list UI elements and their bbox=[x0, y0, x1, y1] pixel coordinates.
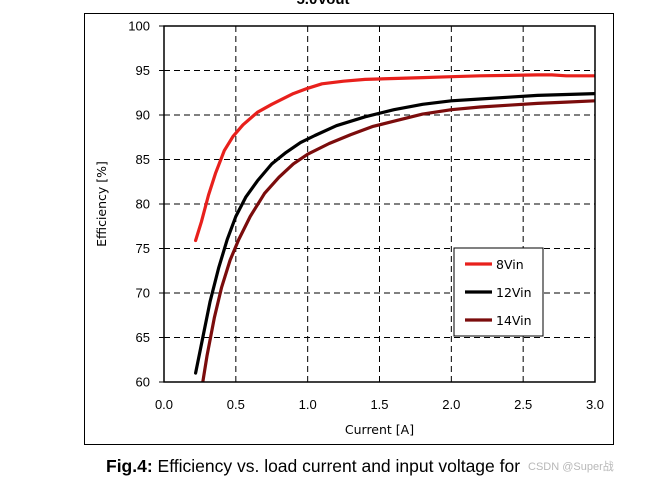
y-tick-label: 80 bbox=[136, 197, 150, 212]
figure-frame: 0.0 0.5 1.0 1.5 2.0 2.5 3.0 60 65 70 75 80 85 90 95 100… bbox=[84, 13, 614, 445]
y-tick-label: 90 bbox=[136, 108, 150, 123]
y-tick-label: 85 bbox=[136, 152, 150, 167]
chart-title-fragment: 5.0Vout bbox=[0, 0, 646, 8]
y-tick-label: 100 bbox=[128, 19, 150, 34]
x-tick-label: 0.5 bbox=[227, 397, 245, 412]
x-tick-label: 3.0 bbox=[586, 397, 604, 412]
series-line-12vin bbox=[193, 91, 595, 375]
legend-label-12vin: 12Vin bbox=[496, 285, 532, 300]
y-tick-label: 60 bbox=[136, 375, 150, 390]
x-tick-label: 2.0 bbox=[442, 397, 460, 412]
x-tick-label: 1.5 bbox=[370, 397, 388, 412]
legend-label-8vin: 8Vin bbox=[496, 257, 524, 272]
figure-caption: Fig.4: Efficiency vs. load current and i… bbox=[106, 456, 520, 477]
y-axis-label: Efficiency [%] bbox=[94, 161, 109, 247]
legend: 8Vin 12Vin 14Vin bbox=[453, 247, 544, 337]
y-tick-label: 70 bbox=[136, 286, 150, 301]
series-line-8vin bbox=[193, 73, 595, 243]
grid bbox=[164, 26, 595, 382]
tick-labels: 0.0 0.5 1.0 1.5 2.0 2.5 3.0 60 65 70 75 80 85 90 95 100 bbox=[128, 19, 604, 413]
legend-label-14vin: 14Vin bbox=[496, 313, 532, 328]
y-tick-label: 75 bbox=[136, 241, 150, 256]
efficiency-chart: 0.0 0.5 1.0 1.5 2.0 2.5 3.0 60 65 70 75 80 85 90 95 100… bbox=[94, 19, 604, 438]
caption-text: Efficiency vs. load current and input vo… bbox=[152, 456, 521, 476]
x-tick-label: 0.0 bbox=[155, 397, 173, 412]
series-lines bbox=[193, 73, 595, 382]
watermark: CSDN @Super战 bbox=[528, 461, 614, 473]
x-axis-label: Current [A] bbox=[345, 422, 414, 437]
series-line-14vin bbox=[201, 99, 595, 382]
x-tick-label: 1.0 bbox=[299, 397, 317, 412]
caption-figure-number: Fig.4: bbox=[106, 456, 153, 476]
y-tick-label: 65 bbox=[136, 330, 150, 345]
x-tick-label: 2.5 bbox=[514, 397, 532, 412]
y-tick-label: 95 bbox=[136, 63, 150, 78]
